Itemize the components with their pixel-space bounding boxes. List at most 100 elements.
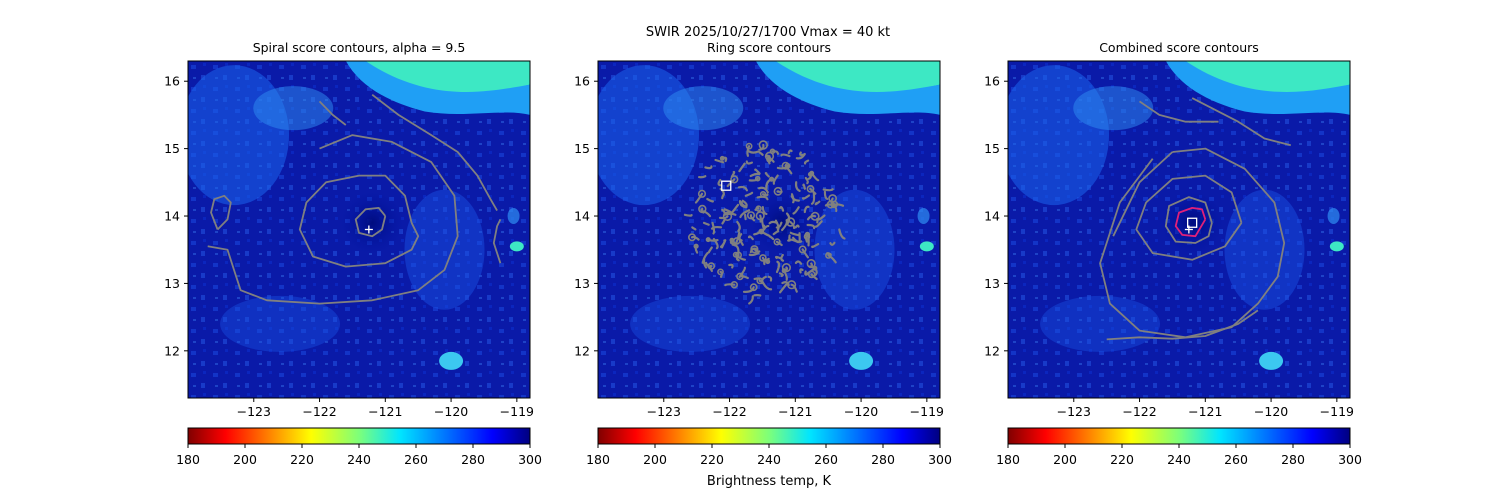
ring-contour-segment: [712, 238, 719, 250]
ring-contour-segment: [724, 283, 736, 287]
cloud-edge: [1165, 61, 1350, 115]
ring-contour-loop: [730, 175, 739, 184]
ring-contour-segment: [759, 214, 762, 223]
ring-contour-segment: [827, 254, 837, 264]
colorbar-tick-label: 200: [233, 452, 257, 467]
panel-title: Ring score contours: [707, 40, 831, 55]
ring-contour-loop: [781, 263, 791, 273]
colorbar-tick-label: 300: [928, 452, 952, 467]
satellite-image: [188, 61, 530, 398]
panel-ring: Ring score contours −123 −122 −121 −120 −119…: [574, 40, 952, 489]
spiral-arm: [404, 189, 485, 310]
best-square-marker: [1187, 217, 1198, 228]
colorbar-tick-label: 220: [700, 452, 724, 467]
y-tick-label: 15: [574, 141, 590, 156]
ring-contour-segment: [767, 275, 773, 282]
ring-contour-segment: [741, 199, 748, 208]
ring-contour-loop: [766, 156, 772, 163]
contour-upper-right: [371, 93, 498, 212]
ring-contour-segment: [748, 295, 754, 305]
colorbar-gradient: [187, 427, 531, 445]
colorbar-tick-label: 300: [518, 452, 542, 467]
ring-contour-segment: [810, 192, 816, 205]
colorbar-tick-label: 220: [1110, 452, 1134, 467]
ring-contour-segment: [789, 231, 800, 237]
y-tick-label: 14: [574, 209, 590, 224]
ring-contour-segment: [768, 235, 775, 241]
colorbar-tick-label: 180: [586, 452, 610, 467]
ring-contour-segment: [790, 193, 795, 204]
contour-inner: [354, 207, 387, 238]
y-tick-label: 13: [574, 276, 590, 291]
y-tick-label: 15: [984, 141, 1000, 156]
contour-outer: [207, 134, 459, 305]
cloud-band-left: [1008, 65, 1110, 206]
cloud-cell: [919, 241, 934, 252]
ring-contour-loop: [812, 265, 818, 271]
ring-contour-segment: [794, 224, 800, 229]
ring-contour-loop: [729, 237, 735, 243]
x-tick-label: −123: [1057, 404, 1091, 419]
ring-contour-loop: [722, 211, 733, 222]
ring-contour-segment: [736, 231, 741, 242]
ring-contour-loop: [773, 238, 781, 246]
ring-contour-segment: [702, 210, 712, 218]
cloud-top-right: [1185, 61, 1350, 100]
ring-contour-loop: [754, 175, 761, 182]
ring-contour-loop: [787, 280, 797, 290]
ring-contour-segment: [779, 283, 788, 294]
cloud-cell: [1329, 241, 1344, 252]
cloud-edge: [345, 61, 530, 115]
contour-spiral-tail: [1112, 151, 1174, 237]
ring-contour-loop: [773, 186, 783, 196]
colorbar-label: Brightness temp, K: [707, 474, 832, 489]
center-plus-marker: [364, 225, 373, 234]
ring-contour-loop: [745, 142, 753, 150]
ring-contour-segment: [744, 191, 754, 197]
ring-contour-segment: [794, 181, 801, 192]
panel-title: Spiral score contours, alpha = 9.5: [253, 40, 466, 55]
x-tick-label: −121: [368, 404, 402, 419]
ring-contour-loop: [749, 283, 758, 292]
colorbar-tick-label: 200: [643, 452, 667, 467]
ring-contour-segment: [711, 221, 716, 235]
cloud-band-upper: [1073, 86, 1154, 131]
ring-contour-segment: [802, 183, 806, 190]
cloud-top-right: [365, 61, 530, 100]
ring-contour-segment: [698, 175, 707, 179]
contour-highlight: [1174, 207, 1207, 238]
ring-contour-segment: [721, 218, 726, 225]
colorbar: 180 200 220 240 260 280 300: [996, 427, 1362, 467]
ring-contour-segment: [754, 168, 761, 175]
plot-frame: [597, 60, 941, 399]
ring-contour-segment: [764, 172, 770, 178]
cloud-band-left: [598, 65, 700, 206]
ring-contour-segment: [710, 225, 723, 230]
satellite-image: [1008, 61, 1350, 398]
ring-contour-segment: [747, 235, 754, 241]
ring-contour-segment: [739, 239, 744, 246]
cloud-band-upper: [663, 86, 744, 131]
panel-combined: Combined score contours −123 −122 −121 −120…: [984, 40, 1362, 467]
ring-contour-segment: [738, 200, 747, 209]
contour-left-blob: [210, 194, 232, 231]
colorbar-gradient: [1007, 427, 1351, 445]
ring-contour-segment: [815, 217, 819, 224]
storm-eye-region: [340, 190, 405, 255]
ring-contour-loop: [830, 203, 836, 209]
figure-suptitle: SWIR 2025/10/27/1700 Vmax = 40 kt: [646, 25, 890, 40]
colorbar-tick-label: 220: [290, 452, 314, 467]
center-square-marker: [721, 180, 732, 191]
ring-contour-loop: [755, 205, 762, 212]
colorbar-gradient: [597, 427, 941, 445]
ring-contour-loop: [807, 171, 814, 177]
contour-layer: [1099, 97, 1292, 341]
ring-contour-loop: [736, 272, 744, 281]
ring-contour-segment: [772, 174, 779, 185]
ring-contour-segment: [761, 206, 768, 215]
ring-contour-segment: [826, 252, 832, 256]
y-tick-label: 16: [164, 74, 180, 89]
ring-contour-segment: [785, 212, 791, 225]
ring-contour-segment: [778, 206, 785, 212]
ring-contour-segment: [787, 149, 793, 155]
